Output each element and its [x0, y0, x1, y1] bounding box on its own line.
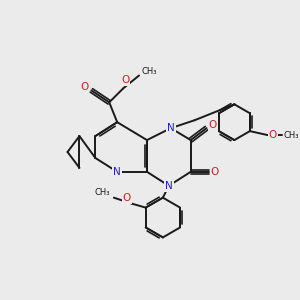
Text: N: N	[113, 167, 121, 177]
Text: N: N	[167, 123, 175, 133]
Text: N: N	[165, 181, 173, 191]
Text: O: O	[208, 120, 217, 130]
Text: O: O	[123, 193, 131, 203]
Text: O: O	[210, 167, 219, 177]
Text: O: O	[80, 82, 88, 92]
Text: O: O	[268, 130, 277, 140]
Text: O: O	[121, 76, 129, 85]
Text: CH₃: CH₃	[141, 67, 157, 76]
Text: CH₃: CH₃	[94, 188, 110, 197]
Text: CH₃: CH₃	[284, 130, 299, 140]
